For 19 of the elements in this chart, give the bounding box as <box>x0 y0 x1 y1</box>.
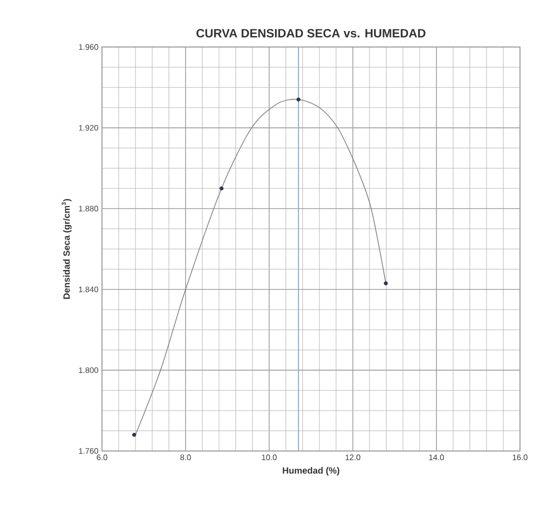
x-tick-label: 10.0 <box>262 454 277 460</box>
y-tick-label: 1.840 <box>79 286 98 292</box>
x-tick-label: 12.0 <box>346 454 360 460</box>
y-tick-label: 1.960 <box>79 44 98 50</box>
y-tick-label: 1.760 <box>79 448 98 454</box>
x-axis-title: Humedad (%) <box>282 467 340 476</box>
point <box>384 281 388 286</box>
y-axis-title: Densidad Seca (gr/cm$^{3}$) <box>62 199 72 299</box>
x-tick-label: 14.0 <box>429 454 444 460</box>
point <box>220 186 224 190</box>
x-tick-label: 8.0 <box>180 454 191 460</box>
point <box>296 98 300 102</box>
y-tick-label: 1.880 <box>79 206 98 212</box>
chart-title: CURVA DENSIDAD SECA vs. HUMEDAD <box>196 28 426 38</box>
x-tick-label: 6.0 <box>96 454 108 460</box>
point <box>132 432 136 437</box>
x-tick-label: 16.0 <box>512 454 528 460</box>
y-tick-label: 1.800 <box>79 367 98 374</box>
y-tick-label: 1.920 <box>79 124 98 131</box>
